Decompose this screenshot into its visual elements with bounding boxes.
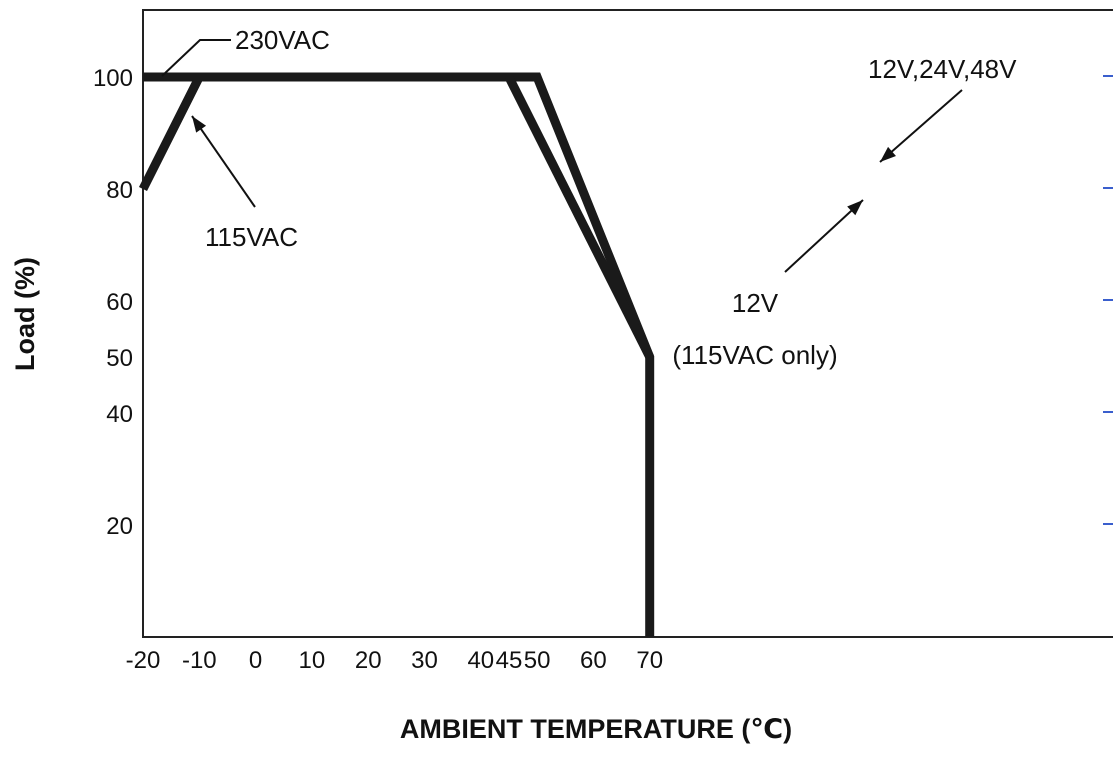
y-tick-label: 50 <box>106 345 133 372</box>
series-line-2 <box>138 72 509 192</box>
series-line-3 <box>504 74 654 360</box>
annotation-12v-arrow-head <box>847 200 863 216</box>
annotation-230vac: 230VAC <box>235 25 330 55</box>
y-axis-title: Load (%) <box>10 257 40 371</box>
y-tick-label: 40 <box>106 401 133 428</box>
annotation-12v-24v-48v: 12V,24V,48V <box>868 54 1017 84</box>
annotation-12v: 12V <box>732 288 779 318</box>
y-tick-label: 60 <box>106 289 133 316</box>
x-tick-label: -20 <box>126 647 161 674</box>
annotation-115vac-arrow-line <box>191 115 256 208</box>
x-tick-label: -10 <box>182 647 217 674</box>
x-axis-title: AMBIENT TEMPERATURE (℃) <box>400 714 792 744</box>
y-tick-label: 80 <box>106 177 133 204</box>
x-tick-label: 70 <box>636 647 663 674</box>
plot-frame <box>142 9 1113 638</box>
x-tick-label: 30 <box>411 647 438 674</box>
annotation-115vac-only: (115VAC only) <box>672 340 837 370</box>
annotation-115vac: 115VAC <box>205 222 298 252</box>
side-markers <box>1103 75 1113 525</box>
x-tick-label: 60 <box>580 647 607 674</box>
x-tick-label: 10 <box>299 647 326 674</box>
y-tick-label: 100 <box>93 65 133 92</box>
annotation-layer: 230VAC 115VAC 12V,24V,48V 12V (115VAC only) <box>161 25 1017 370</box>
annotation-115vac-arrow-head <box>192 116 207 133</box>
annotation-12v-24v-48v-arrow-head <box>880 146 896 162</box>
x-tick-label: 50 <box>524 647 551 674</box>
annotation-12v-24v-48v-arrow-line <box>879 89 963 163</box>
series-line-1 <box>143 72 655 637</box>
x-tick-label: 40 <box>467 647 494 674</box>
x-tick-label: 20 <box>355 647 382 674</box>
annotation-230vac-leader <box>161 39 231 77</box>
plot-frame-line <box>142 9 1113 638</box>
x-tick-label: 45 <box>496 647 523 674</box>
series-layer <box>138 72 655 637</box>
x-tick-label: 0 <box>249 647 262 674</box>
y-tick-label: 20 <box>106 513 133 540</box>
annotation-12v-arrow-line <box>784 199 864 273</box>
